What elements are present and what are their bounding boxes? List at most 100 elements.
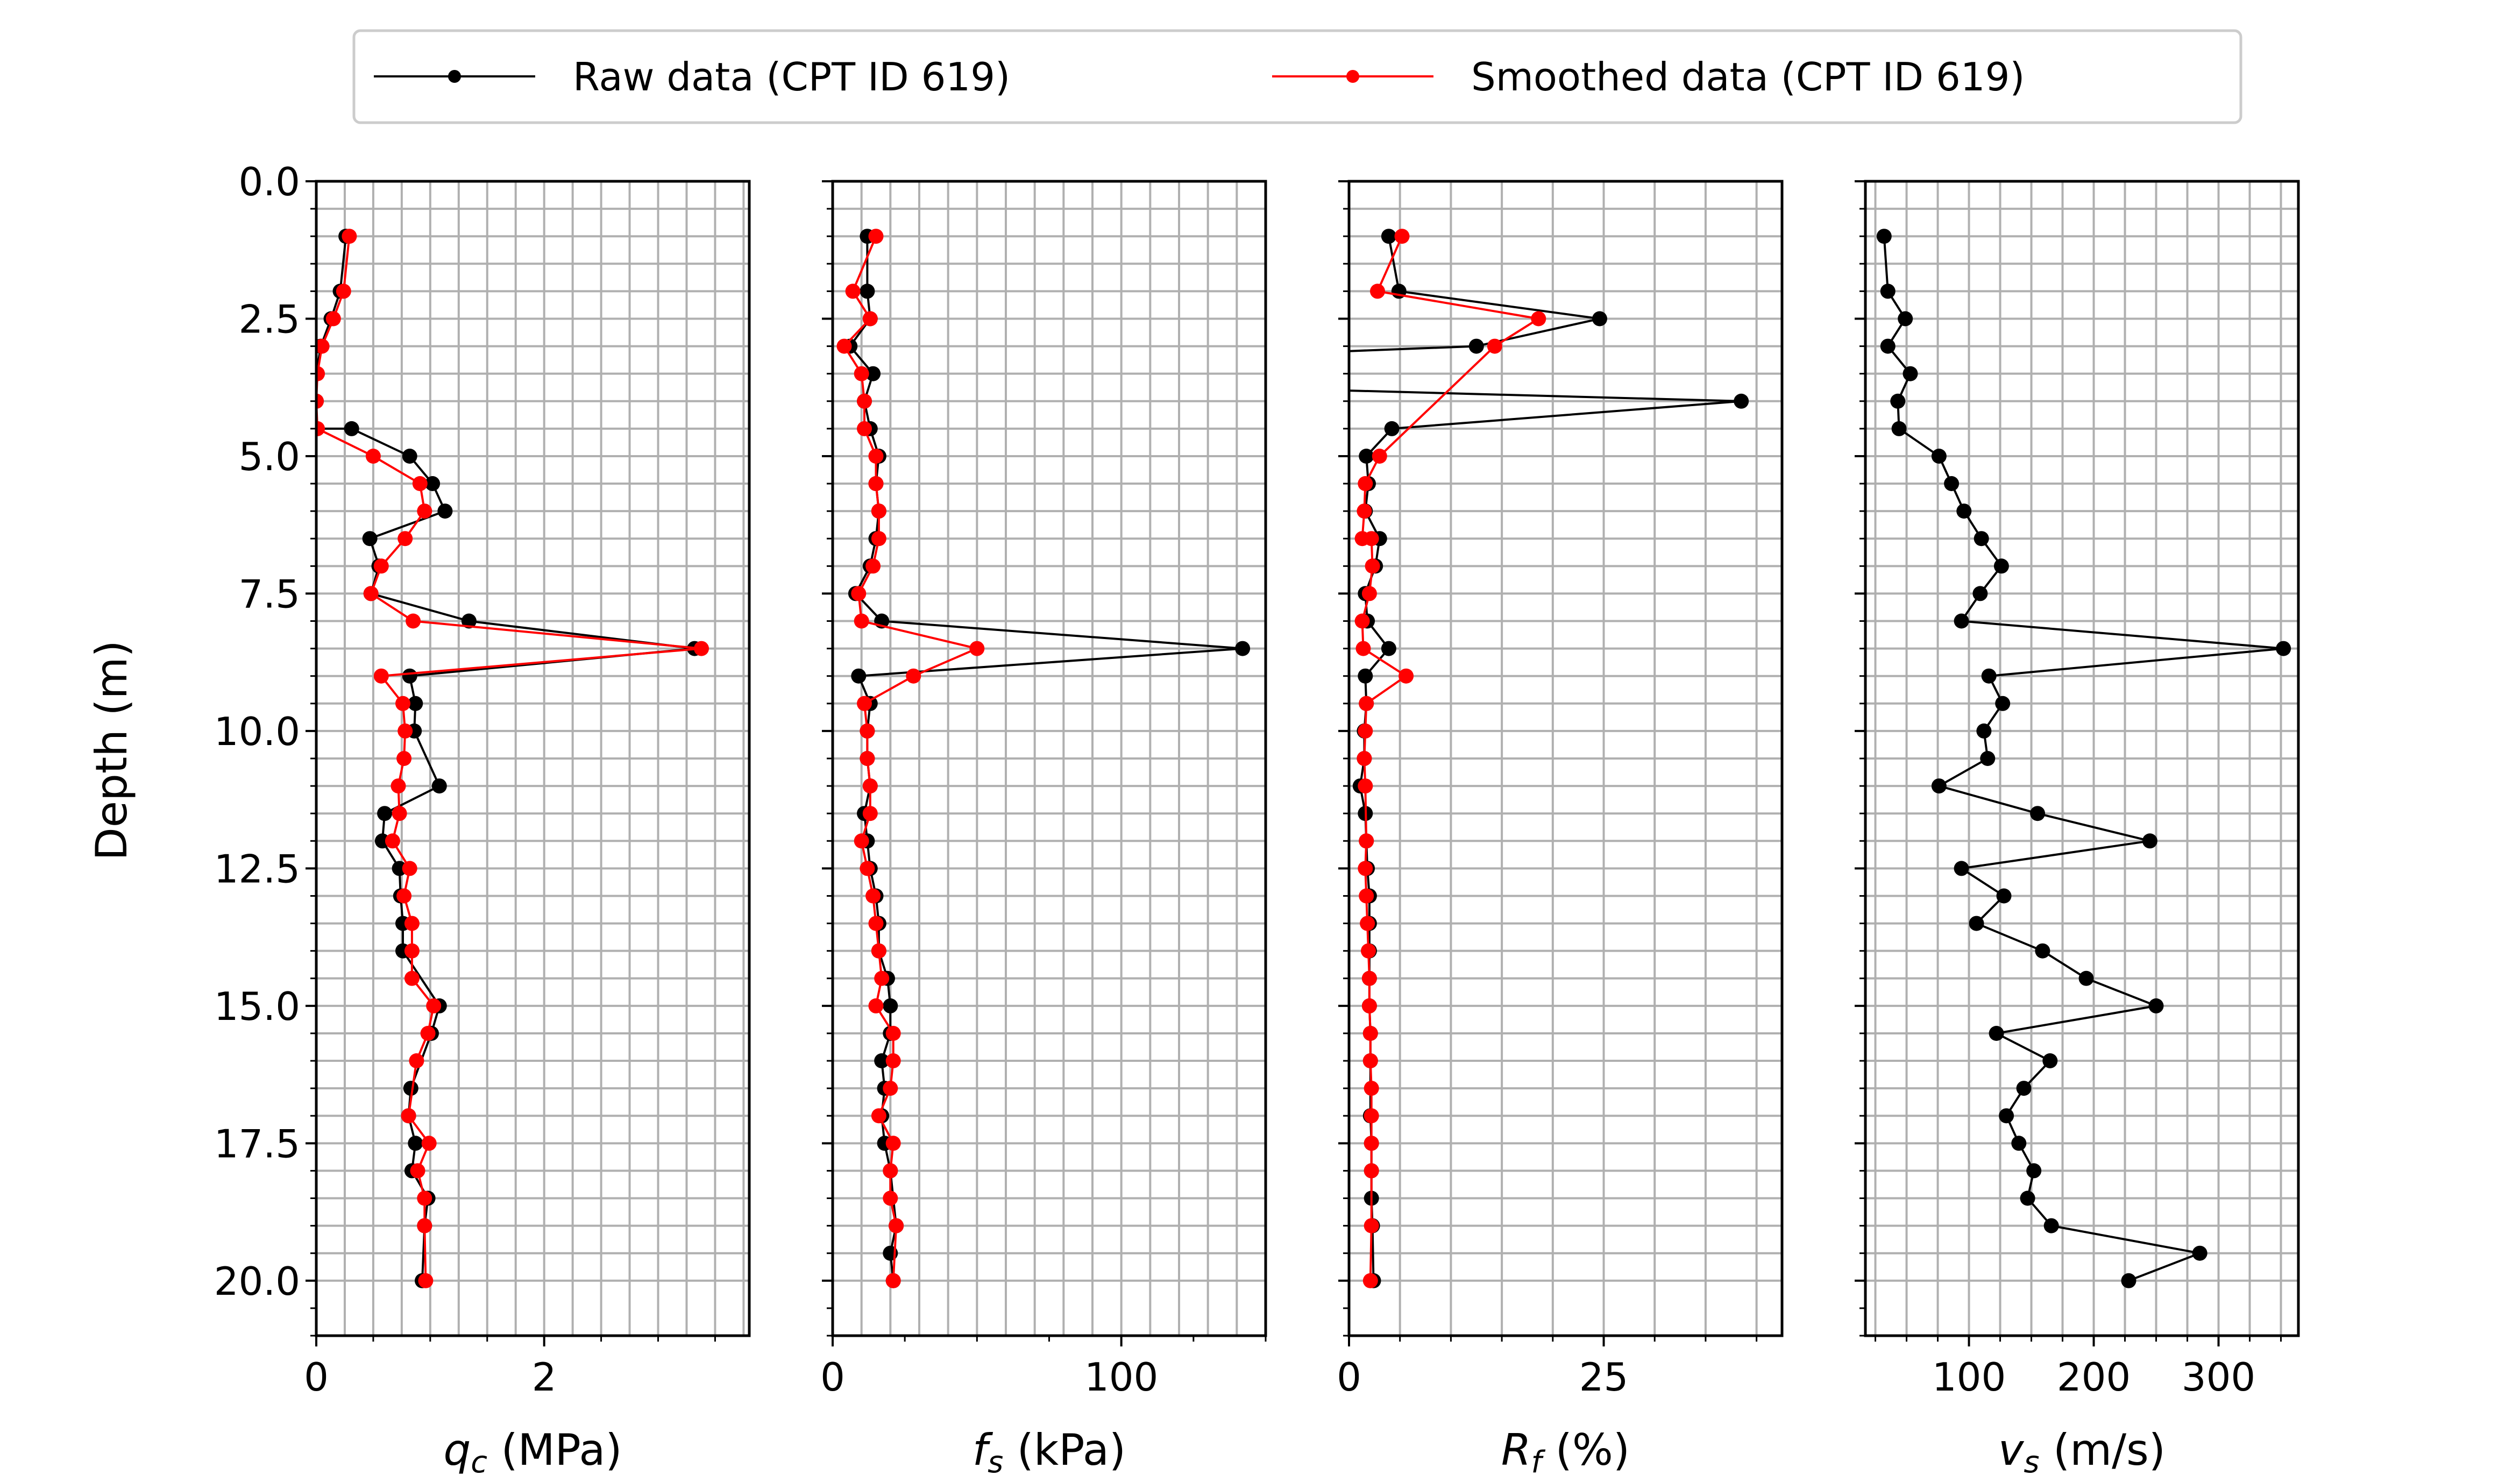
rf-smoothed-point bbox=[1362, 1053, 1378, 1068]
rf-smoothed-point bbox=[1358, 723, 1373, 739]
fs-smoothed-point bbox=[868, 998, 884, 1013]
vs-xlabel-symbol: v bbox=[1998, 1425, 2025, 1475]
fs-smoothed-point bbox=[874, 970, 890, 986]
fs-smoothed-point bbox=[857, 696, 872, 711]
qc-raw-point bbox=[408, 1136, 423, 1151]
fs-raw-point bbox=[865, 366, 881, 381]
qc-smoothed-point bbox=[342, 229, 357, 244]
qc-smoothed-point bbox=[336, 283, 351, 299]
legend-raw-label: Raw data (CPT ID 619) bbox=[573, 54, 1010, 100]
qc-smoothed-point bbox=[404, 916, 420, 931]
fs-smoothed-point bbox=[836, 338, 852, 354]
rf-smoothed-point bbox=[1364, 531, 1379, 547]
rf-smoothed-point bbox=[1399, 668, 1414, 684]
qc-raw-point bbox=[362, 531, 378, 547]
qc-smoothed-point bbox=[395, 696, 410, 711]
qc-ytick-label: 5.0 bbox=[238, 434, 300, 479]
fs-smoothed-point bbox=[871, 1108, 886, 1124]
rf-smoothed-point bbox=[1364, 1163, 1379, 1179]
rf-smoothed-point bbox=[1361, 586, 1377, 601]
vs-raw-point bbox=[1931, 778, 1947, 794]
vs-raw-point bbox=[1954, 861, 1969, 876]
qc-smoothed-point bbox=[397, 723, 413, 739]
vs-raw-point bbox=[2016, 1081, 2032, 1096]
qc-smoothed-point bbox=[404, 943, 420, 959]
qc-raw-point bbox=[431, 778, 447, 794]
qc-smoothed-point bbox=[417, 1218, 432, 1233]
qc-smoothed-point bbox=[373, 668, 389, 684]
vs-raw-point bbox=[1956, 504, 1972, 519]
rf-xlabel-unit: (%) bbox=[1542, 1425, 1630, 1475]
fs-smoothed-point bbox=[862, 806, 878, 821]
vs-raw-point bbox=[1880, 338, 1896, 354]
fs-smoothed-point bbox=[885, 1273, 901, 1288]
qc-ytick-label: 15.0 bbox=[214, 984, 300, 1029]
qc-raw-point bbox=[402, 668, 417, 684]
rf-smoothed-point bbox=[1361, 943, 1376, 959]
fs-smoothed-point bbox=[862, 311, 878, 327]
fs-raw-point bbox=[883, 998, 898, 1013]
rf-xlabel-symbol: R bbox=[1501, 1425, 1531, 1475]
vs-raw-point bbox=[2142, 833, 2157, 849]
vs-raw-point bbox=[1898, 311, 1913, 327]
vs-raw-point bbox=[2020, 1190, 2035, 1206]
rf-smoothed-point bbox=[1358, 778, 1373, 794]
legend-raw-marker bbox=[448, 70, 461, 83]
fs-smoothed-point bbox=[871, 504, 886, 519]
qc-smoothed-point bbox=[316, 338, 330, 354]
qc-ytick-label: 7.5 bbox=[238, 571, 300, 616]
qc-smoothed-point bbox=[316, 366, 325, 381]
vs-raw-point bbox=[1880, 283, 1896, 299]
rf-smoothed-point bbox=[1359, 833, 1374, 849]
qc-ytick-label: 10.0 bbox=[214, 709, 300, 754]
rf-smoothed-point bbox=[1364, 1081, 1379, 1096]
fs-smoothed-point bbox=[862, 778, 878, 794]
rf-smoothed-point bbox=[1531, 311, 1546, 327]
rf-smoothed-point bbox=[1355, 641, 1371, 656]
fs-smoothed-point bbox=[860, 723, 875, 739]
vs-raw-point bbox=[1972, 586, 1988, 601]
vs-xlabel: vs (m/s) bbox=[1998, 1425, 2166, 1480]
vs-raw-point bbox=[1995, 696, 2011, 711]
vs-raw-point bbox=[2030, 806, 2046, 821]
qc-xlabel-subscript: c bbox=[471, 1445, 487, 1480]
vs-raw-point bbox=[2035, 943, 2050, 959]
y-axis-label: Depth (m) bbox=[87, 640, 137, 860]
qc-ytick-label: 12.5 bbox=[214, 846, 300, 891]
panel-qc: 0.0 2.5 5.0 7.5 10.0 12.5 15.0 17.5 20.0 0 2 qc (MP… bbox=[214, 159, 751, 1480]
qc-ytick-label: 20.0 bbox=[214, 1259, 300, 1304]
qc-xlabel-symbol: q bbox=[443, 1425, 471, 1475]
vs-raw-point bbox=[1976, 723, 1992, 739]
fs-smoothed-point bbox=[865, 558, 881, 574]
fs-xlabel-unit: (kPa) bbox=[1003, 1425, 1126, 1475]
fs-xlabel: fs (kPa) bbox=[972, 1425, 1126, 1480]
fs-raw-point bbox=[874, 1053, 890, 1068]
qc-smoothed-point bbox=[316, 421, 325, 436]
rf-smoothed-point bbox=[1361, 970, 1377, 986]
rf-raw-point bbox=[1384, 421, 1400, 436]
qc-raw-point bbox=[402, 449, 417, 464]
fs-smoothed-point bbox=[883, 1190, 898, 1206]
fs-smoothed-point bbox=[851, 586, 867, 601]
fs-smoothed-point bbox=[857, 393, 872, 409]
qc-smoothed-point bbox=[406, 613, 421, 629]
vs-raw-point bbox=[2042, 1053, 2058, 1068]
qc-raw-point bbox=[408, 696, 423, 711]
rf-raw-point bbox=[1734, 393, 1749, 409]
fs-smoothed-point bbox=[885, 1136, 901, 1151]
qc-ytick-label: 2.5 bbox=[238, 296, 300, 342]
qc-raw-point bbox=[425, 476, 441, 491]
fs-smoothed-point bbox=[883, 1163, 898, 1179]
fs-smoothed-point bbox=[865, 888, 881, 904]
qc-smoothed-point bbox=[363, 586, 379, 601]
fs-smoothed-point bbox=[889, 1218, 904, 1233]
vs-raw-point bbox=[2276, 641, 2291, 656]
qc-smoothed-point bbox=[365, 449, 381, 464]
qc-smoothed-point bbox=[402, 861, 417, 876]
qc-smoothed-point bbox=[396, 751, 412, 766]
rf-smoothed-point bbox=[1364, 1108, 1379, 1124]
panel-vs: 100 200 300 vs (m/s) bbox=[1855, 180, 2300, 1480]
legend-smoothed-marker bbox=[1346, 70, 1359, 83]
qc-raw-point bbox=[461, 613, 477, 629]
